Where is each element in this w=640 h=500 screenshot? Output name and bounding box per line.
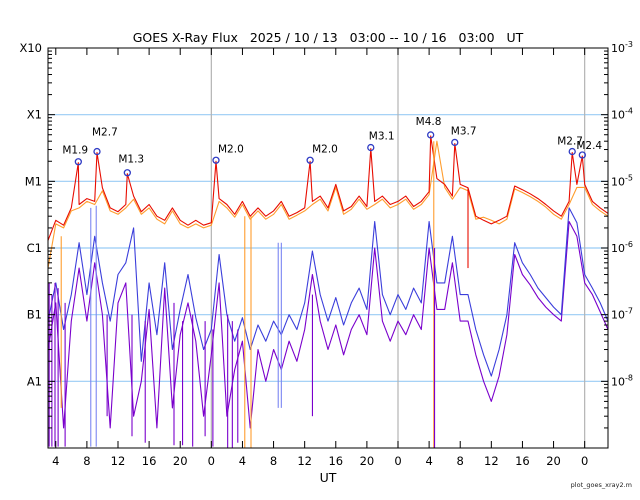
series-blue-trace [47, 207, 609, 377]
x-tick-label: 20 [546, 454, 561, 468]
left-axis-label: M1 [25, 174, 42, 188]
flare-marker [451, 138, 459, 147]
flare-marker [212, 156, 220, 164]
x-tick-label: 0 [394, 454, 401, 468]
flare-marker [568, 147, 576, 156]
flare-label: M1.3 [118, 154, 144, 166]
x-tick-label: 16 [328, 454, 343, 468]
flare-marker [578, 151, 586, 159]
right-axis-label: 10-6 [611, 240, 633, 255]
right-axis-label: 10-7 [611, 307, 633, 322]
flare-marker [367, 143, 375, 152]
series-red-trace [47, 135, 609, 241]
x-tick-label: 12 [484, 454, 499, 468]
left-axis-label: X1 [27, 108, 42, 122]
x-tick-label: 16 [142, 454, 157, 468]
x-tick-label: 0 [208, 454, 215, 468]
x-tick-label: 0 [581, 454, 588, 468]
chart-title: GOES X-Ray Flux 2025 / 10 / 13 03:00 -- … [132, 30, 524, 45]
credit-text: plot_goes_xray2.m [570, 481, 632, 489]
right-axis-label: 10-8 [611, 373, 633, 388]
flare-label: M2.4 [576, 140, 602, 152]
x-tick-label: 4 [239, 454, 246, 468]
x-tick-label: 8 [270, 454, 277, 468]
x-tick-label: 12 [297, 454, 312, 468]
x-tick-label: 4 [425, 454, 432, 468]
x-tick-label: 8 [457, 454, 464, 468]
x-tick-label: 12 [111, 454, 126, 468]
flare-label: M2.0 [218, 143, 244, 155]
flare-marker [123, 169, 131, 177]
right-axis-label: 10-3 [611, 40, 633, 55]
flare-label: M3.1 [369, 131, 395, 143]
flare-marker [74, 158, 82, 166]
flare-label: M2.7 [557, 136, 583, 148]
flare-label: M4.8 [416, 116, 442, 128]
flare-label: M1.9 [62, 145, 88, 157]
flare-label: M2.7 [92, 127, 118, 139]
x-tick-label: 20 [173, 454, 188, 468]
flare-label: M2.0 [312, 143, 338, 155]
left-axis-label: X10 [19, 41, 42, 55]
left-axis-label: B1 [27, 308, 42, 322]
flare-label: M3.7 [451, 125, 477, 137]
x-tick-label: 4 [52, 454, 59, 468]
x-tick-label: 16 [515, 454, 530, 468]
x-axis-title: UT [319, 470, 337, 485]
x-tick-label: 20 [360, 454, 375, 468]
right-axis-label: 10-4 [611, 107, 633, 122]
flare-marker [93, 147, 101, 156]
series-purple-trace [47, 220, 609, 429]
left-axis-label: C1 [27, 241, 42, 255]
flare-marker [427, 131, 435, 139]
flare-marker [306, 156, 314, 164]
x-tick-label: 8 [83, 454, 90, 468]
left-axis-label: A1 [27, 374, 42, 388]
right-axis-label: 10-5 [611, 173, 633, 188]
series-orange-trace [47, 140, 609, 269]
